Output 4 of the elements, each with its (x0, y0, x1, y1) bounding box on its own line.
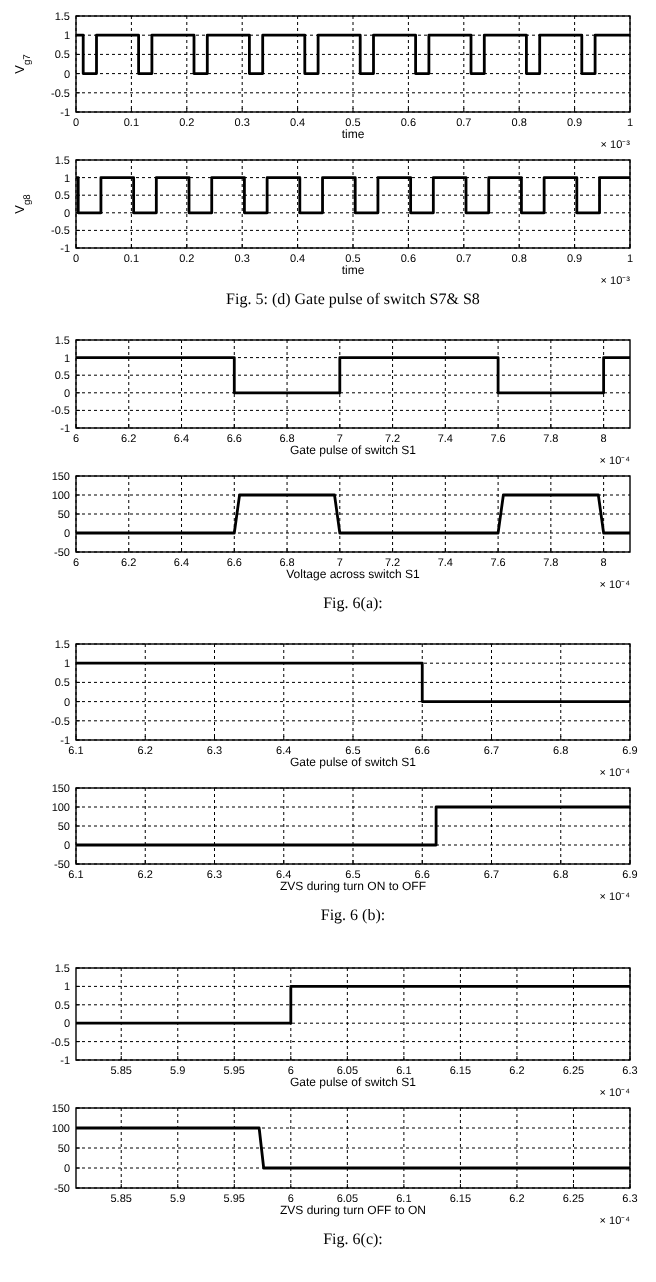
caption: Fig. 6(c): (323, 1230, 383, 1248)
caption: Fig. 6(a): (323, 594, 383, 612)
caption: Fig. 6 (b): (320, 906, 386, 924)
caption: Fig. 5: (d) Gate pulse of switch S7& S8 (226, 290, 480, 308)
